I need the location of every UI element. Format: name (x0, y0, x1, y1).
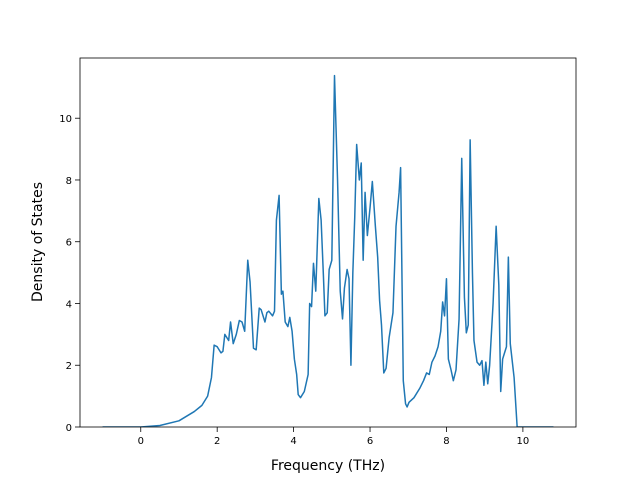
y-tick-label: 0 (66, 423, 72, 434)
y-tick-label: 8 (66, 176, 72, 187)
x-tick-label: 6 (367, 436, 373, 447)
x-tick-label: 0 (138, 436, 144, 447)
y-tick-label: 2 (66, 361, 72, 372)
x-axis-label: Frequency (THz) (271, 458, 385, 474)
x-tick-label: 4 (290, 436, 296, 447)
y-tick-label: 4 (66, 299, 72, 310)
data-line (102, 74, 554, 427)
plot-frame (79, 57, 577, 428)
x-tick-label: 2 (214, 436, 220, 447)
x-tick-label: 8 (443, 436, 449, 447)
y-axis-label: Density of States (30, 182, 46, 302)
x-tick-label: 10 (517, 436, 530, 447)
y-tick-label: 10 (59, 114, 72, 125)
y-tick-label: 6 (66, 238, 72, 249)
